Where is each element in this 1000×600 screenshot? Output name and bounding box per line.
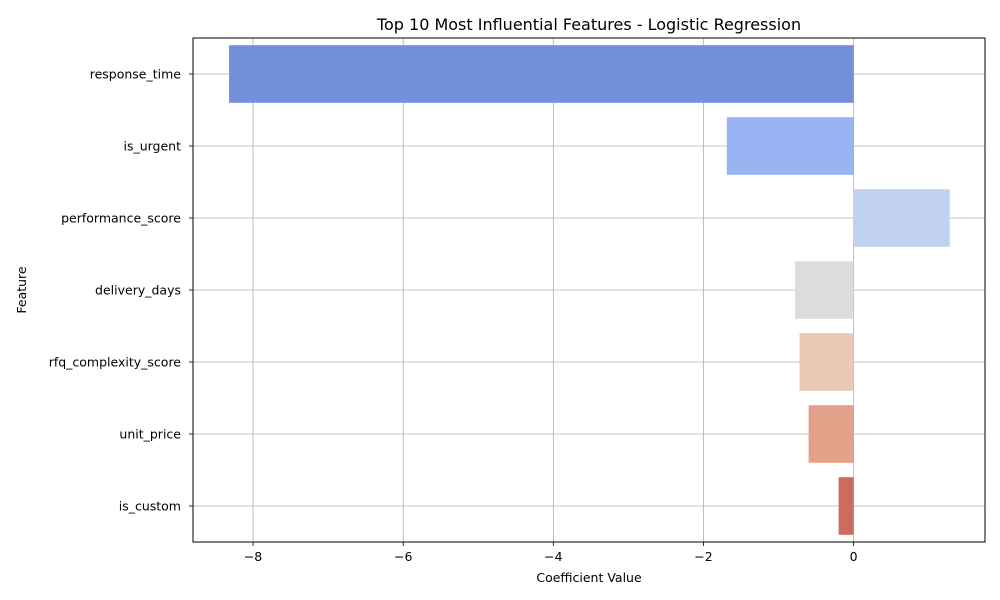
y-ticks: response_time is_urgent performance_scored… — [49, 67, 193, 514]
x-tick-label: −6 — [394, 549, 412, 564]
bars — [229, 45, 950, 535]
y-tick-label: is_custom — [119, 499, 181, 514]
y-tick-label: is_urgent — [123, 139, 181, 154]
bar-rfq-complexity-score — [799, 333, 854, 391]
bar-is-custom — [838, 477, 854, 535]
y-tick-label: unit_price — [119, 427, 181, 442]
x-axis-label: Coefficient Value — [536, 570, 642, 585]
bar-performance-score — [853, 189, 950, 247]
x-ticks: −8 −6 −4 −2 0 — [244, 542, 858, 564]
y-axis-label: Feature — [14, 266, 29, 314]
y-tick-label: performance_score — [61, 211, 181, 226]
y-tick-label: response_time — [90, 67, 182, 82]
y-tick-label: delivery_days — [95, 283, 181, 298]
bar-unit-price — [808, 405, 854, 463]
bar-delivery-days — [795, 261, 854, 319]
bar-response-time — [229, 45, 854, 103]
x-tick-label: 0 — [850, 549, 858, 564]
y-tick-label: rfq_complexity_score — [49, 355, 182, 370]
x-tick-label: −4 — [544, 549, 562, 564]
x-tick-label: −2 — [694, 549, 712, 564]
bar-is-urgent — [726, 117, 854, 175]
x-tick-label: −8 — [244, 549, 262, 564]
chart-title: Top 10 Most Influential Features - Logis… — [376, 15, 801, 34]
